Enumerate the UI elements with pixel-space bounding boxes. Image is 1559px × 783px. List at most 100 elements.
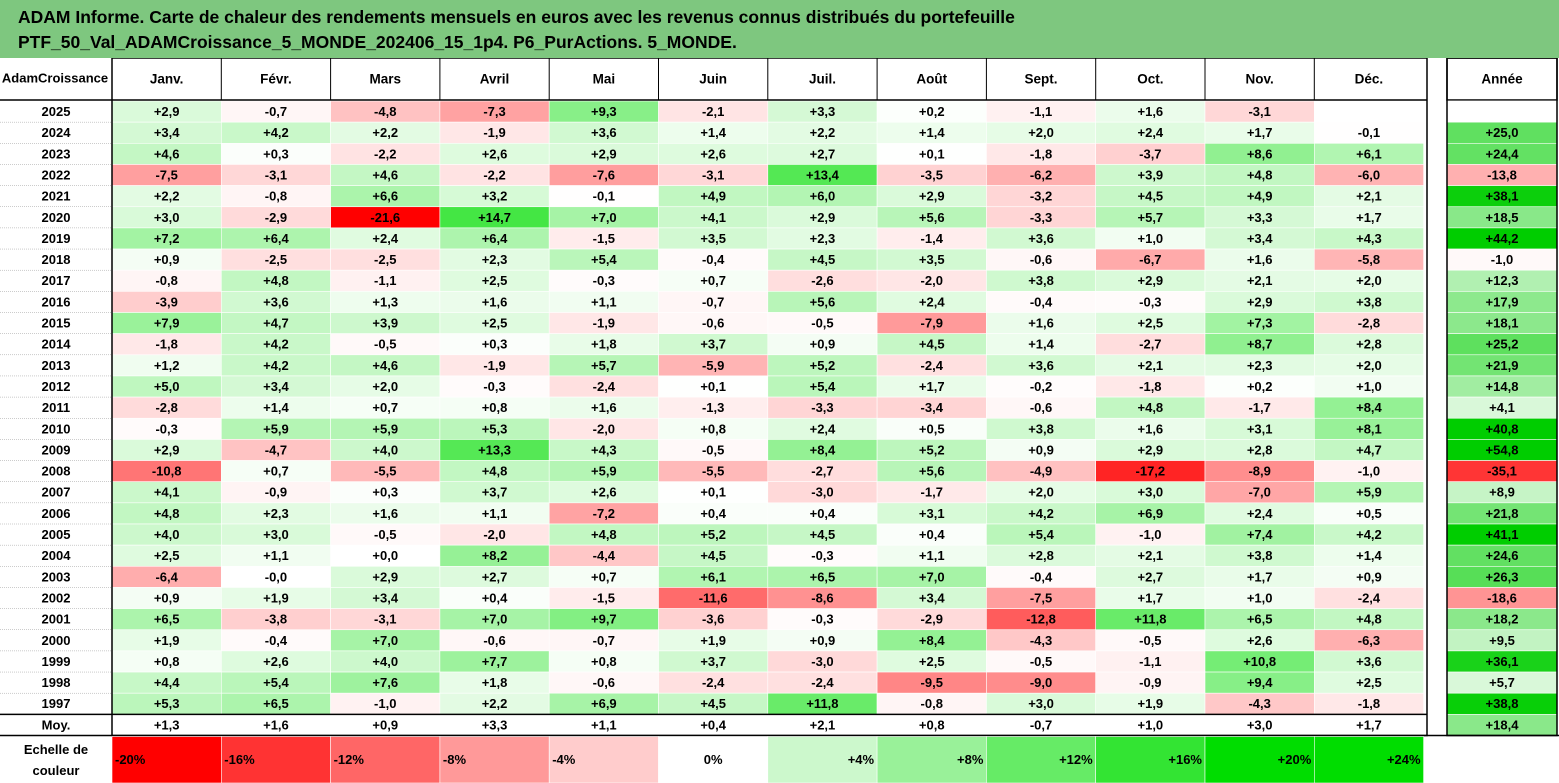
heatmap-cell-value: +2,9 xyxy=(1247,294,1273,309)
scale-label: +4% xyxy=(848,752,875,767)
heatmap-cell-value: +8,4 xyxy=(1356,400,1382,415)
heatmap-cell-value: +2,5 xyxy=(482,316,508,331)
heatmap-cell-value: +4,5 xyxy=(1138,189,1164,204)
heatmap-cell-value: +7,9 xyxy=(154,316,180,331)
heatmap-cell-value: -2,2 xyxy=(374,146,396,161)
heatmap-cell-value: +2,4 xyxy=(810,421,836,436)
heatmap-cell-value: +1,1 xyxy=(591,294,617,309)
heatmap-cell-value: +3,6 xyxy=(1028,358,1054,373)
heatmap-cell-value: -0,8 xyxy=(155,273,177,288)
header-row-bg xyxy=(0,58,1427,100)
heatmap-cell-value: +7,7 xyxy=(482,654,508,669)
heatmap-cell-value: +5,6 xyxy=(919,210,945,225)
heatmap-cell-value: +2,3 xyxy=(263,506,289,521)
year-label-2019: 2019 xyxy=(42,231,71,246)
heatmap-cell-value: -1,5 xyxy=(593,590,615,605)
heatmap-cell-value: +0,9 xyxy=(810,337,836,352)
average-value: +1,1 xyxy=(591,717,617,732)
heatmap-cell-value: +2,3 xyxy=(482,252,508,267)
year-label-2001: 2001 xyxy=(42,612,71,627)
average-value: +1,3 xyxy=(154,717,180,732)
heatmap-cell-value: +4,8 xyxy=(591,527,617,542)
average-value: -0,7 xyxy=(1030,717,1052,732)
heatmap-cell-value: -1,8 xyxy=(1358,696,1380,711)
heatmap-cell-value: +2,5 xyxy=(1356,675,1382,690)
heatmap-cell-value: +0,3 xyxy=(482,337,508,352)
heatmap-cell-value: -0,0 xyxy=(265,569,287,584)
heatmap-cell-value: +3,8 xyxy=(1356,294,1382,309)
heatmap-cell-value: -6,3 xyxy=(1358,633,1380,648)
heatmap-cell-value: +6,6 xyxy=(372,189,398,204)
heatmap-cell-value: -1,7 xyxy=(1248,400,1270,415)
heatmap-cell-value: +6,9 xyxy=(591,696,617,711)
heatmap-cell-value: +6,4 xyxy=(482,231,508,246)
heatmap-cell-value: -1,1 xyxy=(1139,654,1161,669)
month-header-5: Mai xyxy=(593,72,616,87)
heatmap-cell-value: -0,2 xyxy=(1030,379,1052,394)
heatmap-cell-value: -0,1 xyxy=(593,189,615,204)
heatmap-cell-value: -2,4 xyxy=(921,358,944,373)
year-label-2000: 2000 xyxy=(42,633,71,648)
month-header-9: Sept. xyxy=(1025,72,1058,87)
average-value: +0,4 xyxy=(700,717,726,732)
heatmap-cell-value: +1,7 xyxy=(1138,590,1164,605)
heatmap-cell-value: +3,7 xyxy=(482,485,508,500)
heatmap-cell-value: +5,9 xyxy=(591,464,617,479)
heatmap-cell-value: +3,5 xyxy=(700,231,726,246)
scale-label: +24% xyxy=(1387,752,1421,767)
annual-cell-value: +24,6 xyxy=(1486,548,1519,563)
annual-cell-value: +4,1 xyxy=(1489,400,1515,415)
year-label-2014: 2014 xyxy=(42,337,72,352)
heatmap-cell-value: -0,4 xyxy=(1030,294,1053,309)
heatmap-cell-value: -0,7 xyxy=(265,104,287,119)
heatmap-cell-value: +14,7 xyxy=(478,210,511,225)
heatmap-cell-value: +3,8 xyxy=(1028,421,1054,436)
heatmap-cell-value: +0,8 xyxy=(482,400,508,415)
heatmap-cell-value: +2,9 xyxy=(1138,273,1164,288)
month-header-12: Déc. xyxy=(1355,72,1384,87)
heatmap-cell-value: +6,9 xyxy=(1138,506,1164,521)
heatmap-cell-value: +8,2 xyxy=(482,548,508,563)
annual-column-header: Année xyxy=(1481,72,1523,87)
heatmap-cell-value: +4,8 xyxy=(1356,612,1382,627)
annual-cell-value: -18,6 xyxy=(1487,590,1517,605)
year-label-2007: 2007 xyxy=(42,485,71,500)
heatmap-cell-value: -7,9 xyxy=(921,316,943,331)
heatmap-cell-value: +4,1 xyxy=(700,210,726,225)
year-label-2010: 2010 xyxy=(42,421,71,436)
heatmap-cell-value: -0,3 xyxy=(811,548,833,563)
heatmap-cell-value: +11,8 xyxy=(1134,612,1166,627)
heatmap-cell-value: -1,0 xyxy=(374,696,396,711)
report-title-line-1: ADAM Informe. Carte de chaleur des rende… xyxy=(18,7,1015,27)
heatmap-cell-value: +0,9 xyxy=(810,633,836,648)
year-label-2024: 2024 xyxy=(42,125,72,140)
heatmap-cell-value: +5,6 xyxy=(919,464,945,479)
heatmap-cell-value: +3,1 xyxy=(1247,421,1273,436)
heatmap-cell-value: +4,0 xyxy=(372,654,398,669)
heatmap-chart: AdamCroissance Janv. Févr. Mars Avril Mai Juin… xyxy=(0,58,1559,783)
heatmap-cell-value: -7,5 xyxy=(1030,590,1052,605)
heatmap-cell-value: +2,2 xyxy=(372,125,398,140)
heatmap-cell-value: -1,9 xyxy=(593,316,615,331)
heatmap-cell-value: +2,1 xyxy=(1356,189,1382,204)
heatmap-cell-value: +2,0 xyxy=(372,379,398,394)
heatmap-cell-value: +1,0 xyxy=(1356,379,1382,394)
heatmap-cell-value: +2,3 xyxy=(810,231,836,246)
heatmap-cell-value: -3,3 xyxy=(1030,210,1052,225)
average-value: +2,1 xyxy=(810,717,836,732)
heatmap-cell-value: +1,9 xyxy=(263,590,289,605)
heatmap-cell-value: +2,3 xyxy=(1247,358,1273,373)
heatmap-cell-value: +2,9 xyxy=(810,210,836,225)
scale-label: +12% xyxy=(1059,752,1093,767)
heatmap-cell-value: +4,6 xyxy=(372,358,398,373)
heatmap-cell-value: -0,4 xyxy=(702,252,725,267)
heatmap-cell-value: +4,5 xyxy=(700,696,726,711)
heatmap-cell-value: -1,4 xyxy=(921,231,944,246)
year-label-2022: 2022 xyxy=(42,167,71,182)
heatmap-cell-value: -3,0 xyxy=(811,485,833,500)
annual-cell-value: +21,8 xyxy=(1486,506,1519,521)
heatmap-cell-value: +5,4 xyxy=(591,252,617,267)
heatmap-cell-value: +4,8 xyxy=(263,273,289,288)
heatmap-cell-value: -5,8 xyxy=(1358,252,1380,267)
heatmap-cell-value: -2,0 xyxy=(593,421,615,436)
